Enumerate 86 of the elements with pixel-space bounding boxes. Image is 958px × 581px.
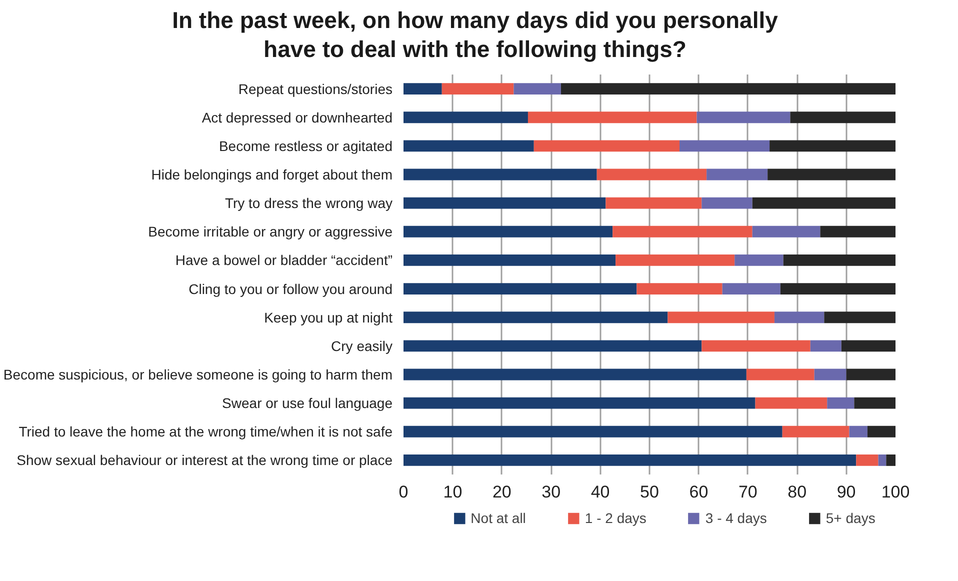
bar bbox=[560, 82, 896, 94]
y-tick-label: Become suspicious, or believe someone is going to harm them bbox=[3, 366, 393, 382]
bar bbox=[854, 396, 896, 408]
x-tick-label: 60 bbox=[689, 482, 708, 501]
bar bbox=[514, 82, 561, 94]
y-tick-label: Repeat questions/stories bbox=[238, 80, 393, 96]
bar bbox=[849, 425, 868, 437]
bar bbox=[702, 196, 752, 208]
y-tick-label: Keep you up at night bbox=[264, 308, 393, 325]
bar bbox=[534, 140, 680, 152]
bar bbox=[782, 425, 850, 437]
bar bbox=[810, 340, 842, 352]
bar bbox=[404, 82, 442, 94]
y-tick-label: Show sexual behaviour or interest at the wrong time or place bbox=[16, 452, 393, 468]
bar bbox=[867, 425, 896, 437]
legend-label: 1 - 2 days bbox=[584, 510, 646, 526]
bar bbox=[404, 340, 702, 352]
bar bbox=[404, 111, 528, 123]
bar bbox=[886, 454, 896, 466]
bar bbox=[404, 454, 856, 466]
bar bbox=[442, 82, 514, 94]
bar bbox=[746, 368, 814, 380]
legend-label: 5+ days bbox=[826, 510, 876, 526]
y-tick-label: Become restless or agitated bbox=[218, 137, 392, 154]
bar bbox=[856, 454, 878, 466]
bar bbox=[404, 311, 668, 323]
bar bbox=[780, 282, 896, 294]
bar bbox=[404, 425, 782, 437]
bar bbox=[790, 111, 896, 123]
bar bbox=[841, 340, 896, 352]
bar bbox=[528, 111, 697, 123]
x-tick-label: 30 bbox=[542, 482, 561, 501]
bar bbox=[820, 225, 896, 237]
bar bbox=[668, 311, 774, 323]
y-tick-label: Cling to you or follow you around bbox=[188, 280, 393, 296]
bar bbox=[404, 368, 746, 380]
bar bbox=[612, 225, 752, 237]
bar bbox=[752, 225, 820, 237]
x-tick-label: 50 bbox=[640, 482, 659, 501]
bar bbox=[824, 311, 896, 323]
chart-title: In the past week, on how many days did you personally have to deal with the following things? bbox=[172, 6, 778, 64]
bar bbox=[783, 254, 896, 266]
bar bbox=[770, 140, 896, 152]
bar bbox=[755, 396, 828, 408]
bar bbox=[734, 254, 784, 266]
x-tick-label: 90 bbox=[836, 482, 856, 501]
bar bbox=[404, 196, 606, 208]
y-tick-label: Tried to leave the home at the wrong time/when it is not safe bbox=[18, 423, 393, 440]
bar bbox=[752, 196, 896, 208]
bar bbox=[404, 168, 597, 180]
y-tick-label: Become irritable or angry or aggressive bbox=[148, 223, 393, 240]
bar bbox=[680, 140, 770, 152]
bar bbox=[606, 196, 702, 208]
x-tick-label: 80 bbox=[788, 482, 807, 501]
bar bbox=[846, 368, 896, 380]
bar bbox=[636, 282, 722, 294]
bar bbox=[827, 396, 854, 408]
bar bbox=[702, 340, 810, 352]
bar bbox=[814, 368, 846, 380]
y-tick-label: Have a bowel or bladder “accident” bbox=[175, 252, 393, 268]
x-tick-label: 70 bbox=[738, 482, 758, 501]
y-tick-label: Act depressed or downhearted bbox=[202, 108, 393, 125]
y-tick-label: Swear or use foul language bbox=[222, 394, 393, 411]
x-tick-label: 10 bbox=[443, 482, 462, 501]
y-tick-label: Try to dress the wrong way bbox=[224, 194, 393, 211]
legend-label: 3 - 4 days bbox=[705, 510, 767, 526]
bar bbox=[404, 396, 756, 408]
bar bbox=[706, 168, 768, 180]
bar bbox=[404, 225, 613, 237]
bar bbox=[696, 111, 790, 123]
bar bbox=[616, 254, 735, 266]
x-tick-label: 0 bbox=[398, 482, 408, 501]
bar bbox=[774, 311, 824, 323]
y-tick-label: Cry easily bbox=[331, 337, 393, 354]
legend-label: Not at all bbox=[470, 510, 526, 526]
bar bbox=[404, 140, 534, 152]
bar bbox=[878, 454, 886, 466]
x-tick-label: 100 bbox=[881, 482, 910, 501]
y-tick-label: Hide belongings and forget about them bbox=[151, 166, 392, 182]
x-tick-label: 20 bbox=[492, 482, 512, 501]
bar bbox=[404, 254, 616, 266]
bar bbox=[404, 282, 637, 294]
bar bbox=[722, 282, 780, 294]
bar bbox=[768, 168, 896, 180]
x-tick-label: 40 bbox=[590, 482, 610, 501]
bar bbox=[596, 168, 707, 180]
